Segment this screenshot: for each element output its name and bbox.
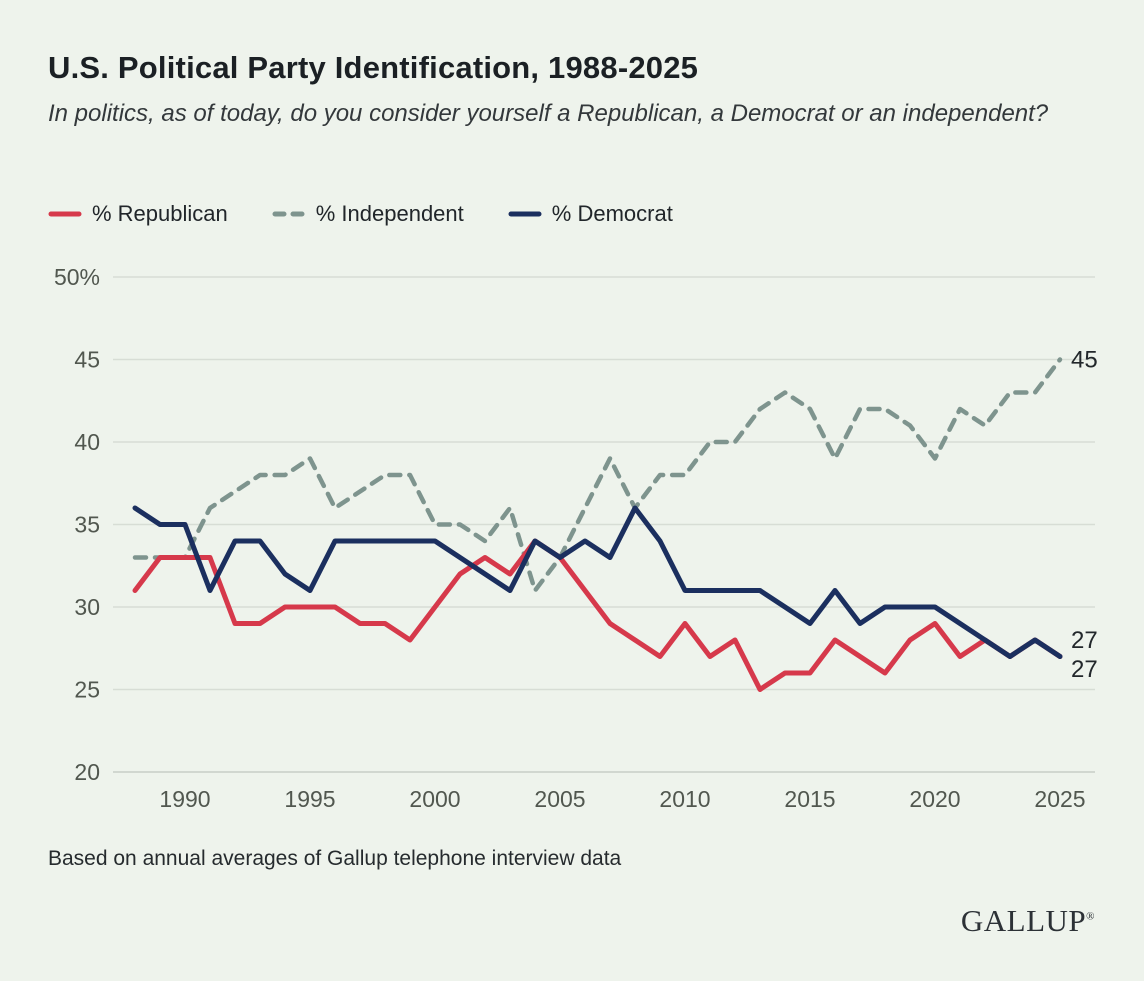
- registered-mark: ®: [1086, 910, 1095, 923]
- x-tick-2015: 2015: [784, 786, 835, 812]
- legend: % Republican % Independent % Democrat: [48, 201, 673, 227]
- chart-subtitle-question: In politics, as of today, do you conside…: [48, 100, 1049, 127]
- source-note: Based on annual averages of Gallup telep…: [48, 847, 622, 870]
- y-tick-45: 45: [74, 347, 100, 373]
- x-tick-1990: 1990: [159, 786, 210, 812]
- legend-item-republican: % Republican: [48, 201, 228, 227]
- x-tick-2000: 2000: [409, 786, 460, 812]
- y-tick-50: 50%: [54, 264, 100, 290]
- line-swatch-icon: [48, 211, 82, 217]
- page-title: U.S. Political Party Identification, 198…: [48, 50, 699, 85]
- dashed-line-swatch-icon: [272, 211, 306, 217]
- y-tick-40: 40: [74, 429, 100, 455]
- end-label-independent: 45: [1071, 347, 1098, 374]
- x-tick-2010: 2010: [659, 786, 710, 812]
- legend-item-democrat: % Democrat: [508, 201, 673, 227]
- y-tick-30: 30: [74, 594, 100, 620]
- x-tick-1995: 1995: [284, 786, 335, 812]
- gallup-logo: GALLUP®: [961, 903, 1095, 939]
- y-tick-35: 35: [74, 512, 100, 538]
- y-tick-20: 20: [74, 759, 100, 785]
- legend-label: % Republican: [92, 201, 228, 226]
- y-tick-25: 25: [74, 677, 100, 703]
- democrat-line: [132, 505, 1063, 659]
- republican-line: [132, 538, 1063, 692]
- x-tick-2020: 2020: [909, 786, 960, 812]
- line-swatch-icon: [508, 211, 542, 217]
- independent-line: [132, 357, 1063, 593]
- end-label-democrat: 27: [1071, 627, 1098, 654]
- gallup-wordmark: GALLUP: [960, 903, 1087, 938]
- x-tick-2025: 2025: [1034, 786, 1085, 812]
- legend-label: % Independent: [315, 201, 464, 226]
- legend-label: % Democrat: [551, 201, 673, 226]
- end-label-republican: 27: [1071, 656, 1098, 683]
- x-tick-2005: 2005: [534, 786, 585, 812]
- legend-item-independent: % Independent: [272, 201, 464, 227]
